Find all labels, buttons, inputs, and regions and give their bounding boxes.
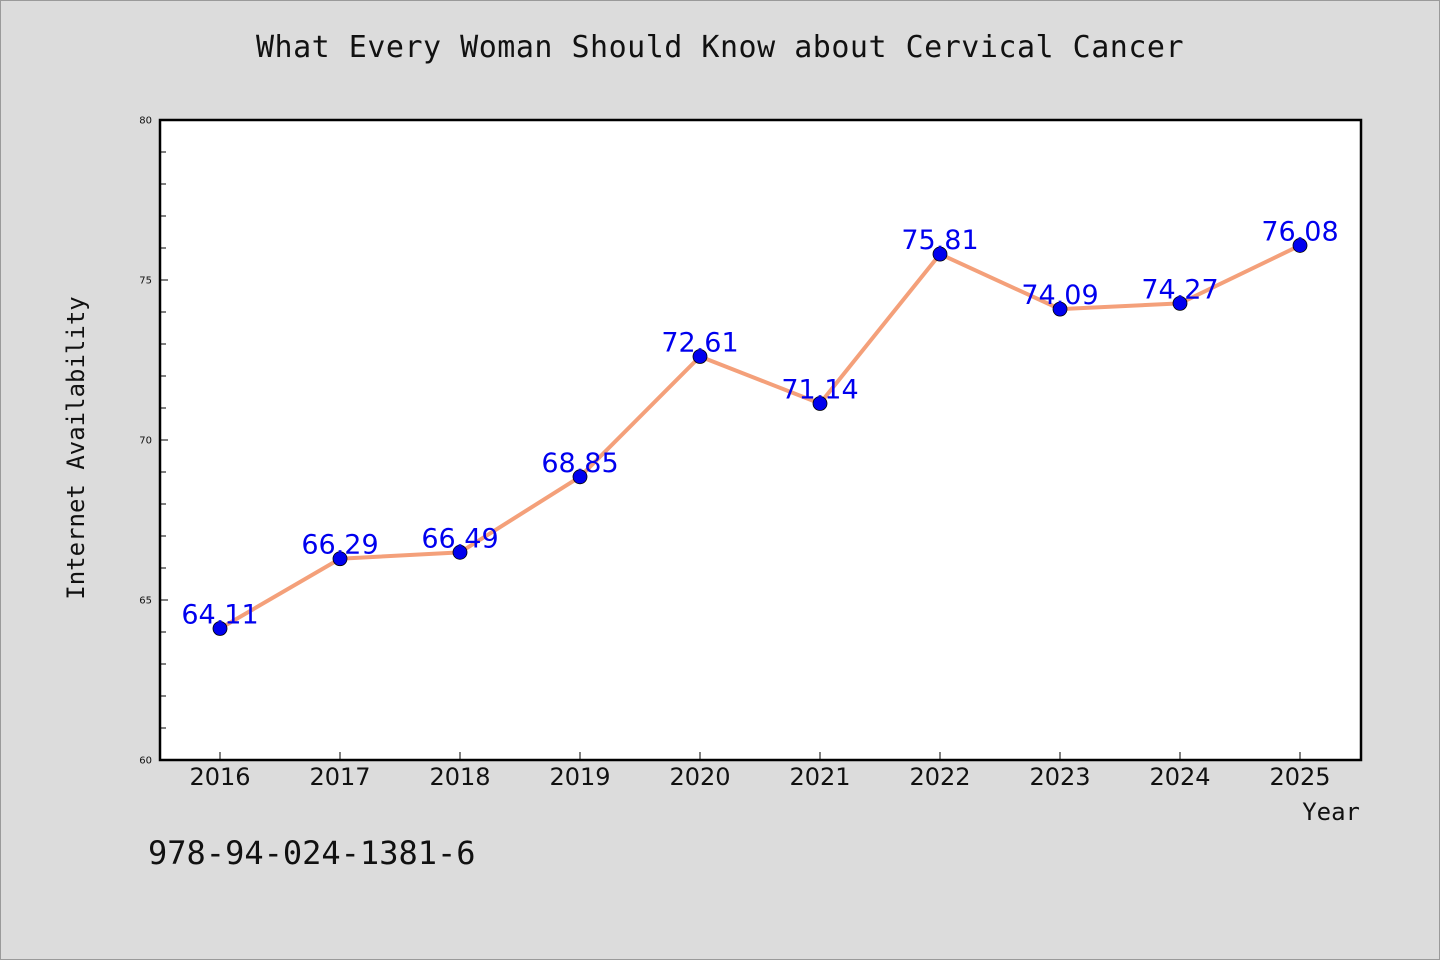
x-tick-label: 2024 <box>1149 763 1210 791</box>
data-point <box>932 246 948 262</box>
x-tick-label: 2025 <box>1269 763 1330 791</box>
x-tick-label: 2021 <box>789 763 850 791</box>
x-tick-label: 2020 <box>669 763 730 791</box>
isbn-text: 978-94-024-1381-6 <box>148 834 476 872</box>
y-axis-ticks: 60 65 70 75 80 <box>139 116 168 767</box>
data-points <box>212 238 1308 636</box>
data-point <box>452 544 468 560</box>
data-point <box>572 469 588 485</box>
data-point <box>692 349 708 364</box>
y-tick-label: 65 <box>139 596 152 607</box>
data-label: 74.09 <box>1021 280 1098 311</box>
y-tick-label: 75 <box>139 276 152 287</box>
data-label: 66.49 <box>421 523 498 554</box>
data-label: 74.27 <box>1141 274 1218 305</box>
y-tick-label: 60 <box>139 756 152 767</box>
x-axis-ticks: 2016 2017 2018 2019 2020 2021 2022 2023 2024 2025 <box>189 752 1331 791</box>
data-point <box>1052 301 1068 317</box>
plot-area <box>158 118 1363 762</box>
series-line <box>218 243 1301 631</box>
y-tick-label: 70 <box>139 436 152 447</box>
x-tick-label: 2018 <box>429 763 490 791</box>
x-tick-label: 2019 <box>549 763 610 791</box>
data-label: 75.81 <box>901 225 978 256</box>
data-label: 66.29 <box>301 530 378 561</box>
data-label: 76.08 <box>1261 216 1338 247</box>
data-label: 68.85 <box>541 448 618 479</box>
data-label: 64.11 <box>181 599 258 630</box>
x-tick-label: 2017 <box>309 763 370 791</box>
data-label: 71.14 <box>781 375 858 406</box>
chart-title: What Every Woman Should Know about Cervi… <box>255 30 1185 65</box>
x-axis-label: Year <box>1302 798 1360 826</box>
data-point <box>332 551 348 567</box>
y-tick-label: 80 <box>139 116 152 127</box>
y-axis-label: Internet Availability <box>62 296 90 599</box>
data-point <box>812 396 828 411</box>
data-point <box>212 621 228 636</box>
x-tick-label: 2023 <box>1029 763 1090 791</box>
data-point <box>1172 295 1188 311</box>
data-point <box>1292 238 1308 253</box>
data-label: 72.61 <box>661 327 738 358</box>
x-tick-label: 2022 <box>909 763 970 791</box>
data-labels: 64.11 66.29 66.49 68.85 72.61 71.14 75.81 74.09… <box>181 216 1338 630</box>
x-tick-label: 2016 <box>189 763 250 791</box>
